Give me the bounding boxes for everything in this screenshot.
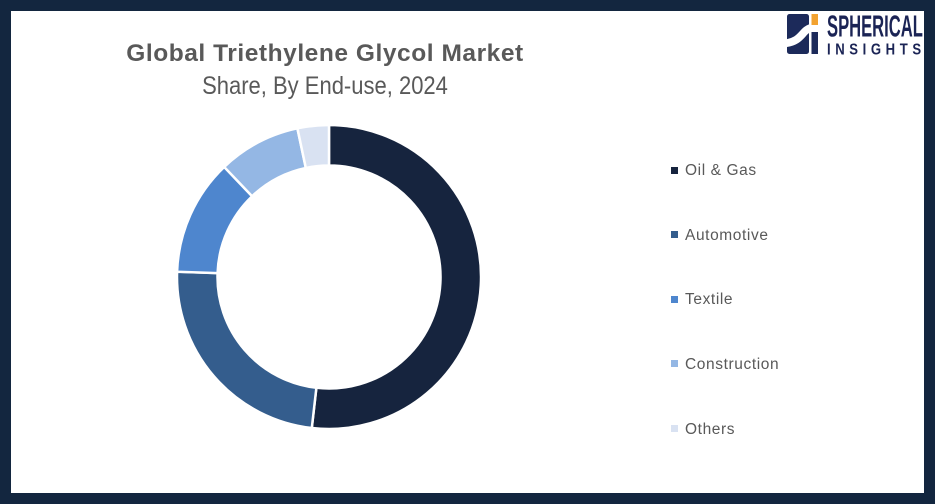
svg-text:SPHERICAL: SPHERICAL bbox=[827, 10, 923, 44]
svg-text:INSIGHTS: INSIGHTS bbox=[827, 41, 926, 58]
